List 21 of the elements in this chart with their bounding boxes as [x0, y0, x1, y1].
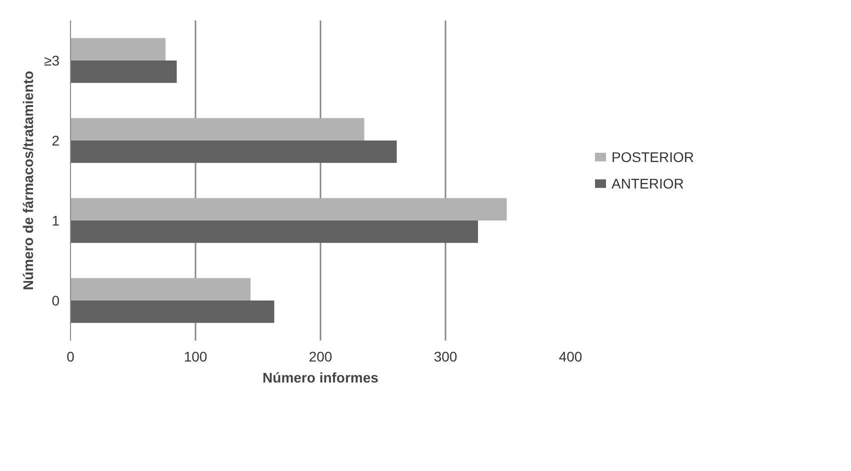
- y-tick-label: 0: [52, 292, 60, 308]
- x-tick-label: 0: [66, 348, 75, 364]
- bar: [70, 198, 507, 220]
- x-tick-label: 200: [308, 348, 332, 364]
- x-tick-label: 100: [184, 348, 208, 364]
- y-axis-title: Número de fármacos/tratamiento: [20, 70, 36, 290]
- bar: [70, 38, 166, 60]
- bar: [70, 278, 250, 300]
- y-tick-label: 2: [52, 132, 60, 148]
- y-tick-label: ≥3: [44, 52, 60, 68]
- bar: [70, 220, 478, 243]
- bar: [70, 300, 274, 323]
- x-tick-label: 300: [434, 348, 458, 364]
- legend-label: ANTERIOR: [612, 176, 684, 192]
- bar: [70, 140, 397, 163]
- bar: [70, 60, 177, 83]
- x-tick-label: 400: [558, 348, 582, 364]
- y-tick-label: 1: [52, 212, 60, 228]
- bar: [70, 118, 364, 140]
- legend-label: POSTERIOR: [612, 149, 694, 166]
- x-axis-title: Número informes: [262, 370, 379, 386]
